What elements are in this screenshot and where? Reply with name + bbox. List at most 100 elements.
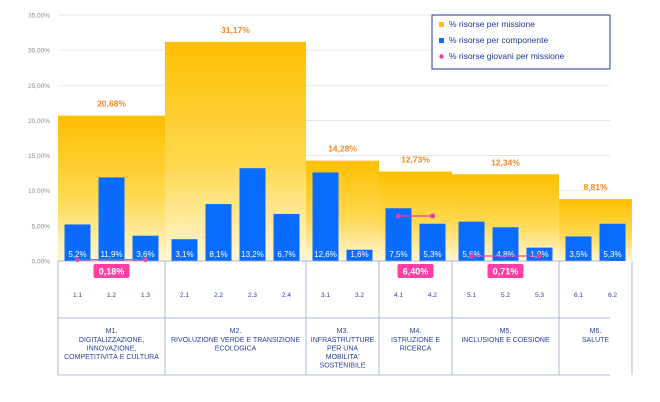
mission-name-line: SOSTENIBILE: [320, 363, 366, 370]
component-code: 5.1: [467, 292, 476, 299]
mission-name-line: INCLUSIONE E COESIONE: [461, 337, 550, 344]
component-code: 3.2: [355, 292, 364, 299]
youth-point: [430, 213, 435, 219]
component-bar: [312, 172, 339, 261]
component-bar: [346, 249, 373, 261]
component-bar: [565, 236, 592, 261]
component-bars: 5,2% 11,9% 3,6% 3,1% 8,1% 13,2% 6,7% 12,6% 1,6% 7…: [64, 168, 626, 261]
component-value-label: 5,2%: [68, 250, 86, 259]
youth-point: [396, 213, 401, 219]
legend-label: % risorse per missione: [449, 19, 535, 29]
y-tick-label: 20,00%: [28, 118, 50, 125]
component-code: 2.1: [180, 292, 189, 299]
component-value-label: 12,6%: [314, 250, 337, 259]
component-bar: [239, 168, 266, 261]
mission-name-line: INFRASTRUTTURE: [311, 337, 375, 344]
mission-value-label: 8,81%: [583, 182, 608, 192]
component-bar: [98, 177, 125, 261]
component-code: 2.3: [248, 292, 257, 299]
component-bar: [132, 235, 159, 261]
component-bar: [273, 213, 300, 261]
mission-code: M3.: [337, 328, 349, 335]
mission-code: M1.: [106, 328, 118, 335]
y-tick-label: 15,00%: [28, 153, 50, 160]
legend-swatch: [439, 54, 444, 59]
mission-name-line: COMPETITIVITÀ E CULTURA: [64, 352, 159, 361]
mission-code: M6.: [590, 328, 602, 335]
y-axis: 0,00% 5,00% 10,00% 15,00% 20,00% 25,00% 30,00%…: [28, 13, 50, 266]
mission-name-line: SALUTE: [582, 337, 610, 344]
mission-name-line: INNOVAZIONE,: [87, 346, 137, 353]
mission-name-line: PER UNA: [327, 346, 358, 353]
component-code: 5.3: [535, 292, 544, 299]
mission-bars: 20,68% 31,17% 14,28% 12,73% 12,34% 8,81%: [58, 25, 632, 261]
component-bar: [205, 204, 232, 261]
component-code: 1.3: [141, 292, 150, 299]
youth-point: [75, 257, 80, 263]
component-code: 6.1: [574, 292, 583, 299]
mission-value-label: 14,28%: [328, 144, 357, 154]
legend: % risorse per missione % risorse per comp…: [431, 14, 611, 70]
youth-label: 0,18%: [99, 267, 125, 277]
youth-badge: [487, 264, 524, 278]
mission-name-line: ISTRUZIONE E: [391, 337, 440, 344]
mission-table: 1.1 1.2 1.3 M1. DIGITALIZZAZIONE, INNOVAZIONE…: [57, 260, 633, 376]
component-code: 1.1: [73, 292, 82, 299]
component-bar: [599, 223, 626, 261]
mission-name-line: DIGITALIZZAZIONE,: [79, 337, 144, 344]
component-code: 4.1: [394, 292, 403, 299]
y-tick-label: 30,00%: [28, 48, 50, 55]
mission-name-line: RIVOLUZIONE VERDE E TRANSIZIONE: [171, 337, 300, 344]
component-value-label: 5,3%: [423, 250, 441, 259]
component-bar: [171, 239, 198, 261]
youth-badge: [397, 264, 434, 278]
component-value-label: 5,3%: [603, 250, 621, 259]
component-value-label: 1,6%: [350, 250, 368, 259]
component-code: 6.2: [608, 292, 617, 299]
component-value-label: 4,8%: [496, 250, 514, 259]
mission-name-line: RICERCA: [400, 346, 432, 353]
mission-value-label: 20,68%: [97, 99, 126, 109]
component-value-label: 11,9%: [100, 250, 122, 259]
component-code: 5.2: [501, 292, 510, 299]
legend-label: % risorse per componente: [449, 35, 548, 45]
component-value-label: 3,6%: [136, 250, 154, 259]
mission-name-line: MOBILITA': [326, 354, 360, 361]
mission-code: M2.: [230, 328, 242, 335]
component-value-label: 8,1%: [209, 250, 227, 259]
component-value-label: 3,5%: [569, 250, 587, 259]
legend-label: % risorse giovani per missione: [449, 51, 565, 61]
legend-swatch: [439, 38, 444, 43]
component-code: 1.2: [107, 292, 116, 299]
mission-value-label: 12,34%: [491, 157, 520, 167]
component-value-label: 3,1%: [175, 250, 193, 259]
mission-code: M5.: [500, 328, 512, 335]
legend-swatch: [439, 22, 444, 27]
y-tick-label: 0,00%: [32, 259, 51, 266]
mission-code: M4.: [410, 328, 422, 335]
component-code: 3.1: [321, 292, 330, 299]
y-tick-label: 35,00%: [28, 13, 50, 20]
mission-value-label: 12,73%: [401, 155, 430, 165]
mission-value-label: 31,17%: [221, 25, 250, 35]
component-code: 4.2: [428, 292, 437, 299]
component-bar: [419, 223, 446, 261]
youth-point: [537, 253, 542, 259]
component-value-label: 6,7%: [277, 250, 295, 259]
mission-name-line: ECOLOGICA: [215, 346, 257, 353]
component-bar: [64, 224, 91, 261]
youth-point: [469, 253, 474, 259]
youth-point: [143, 257, 148, 263]
y-tick-label: 10,00%: [28, 188, 50, 195]
youth-markers: 0,18% 6,40% 0,71%: [75, 213, 542, 278]
youth-label: 6,40%: [403, 267, 429, 277]
component-value-label: 7,5%: [389, 250, 407, 259]
legend-box: [431, 14, 611, 70]
component-value-label: 13,2%: [241, 250, 264, 259]
y-tick-label: 25,00%: [28, 83, 50, 90]
component-code: 2.2: [214, 292, 223, 299]
youth-label: 0,71%: [493, 267, 519, 277]
component-bar: [492, 227, 519, 261]
youth-badge: [93, 264, 130, 278]
